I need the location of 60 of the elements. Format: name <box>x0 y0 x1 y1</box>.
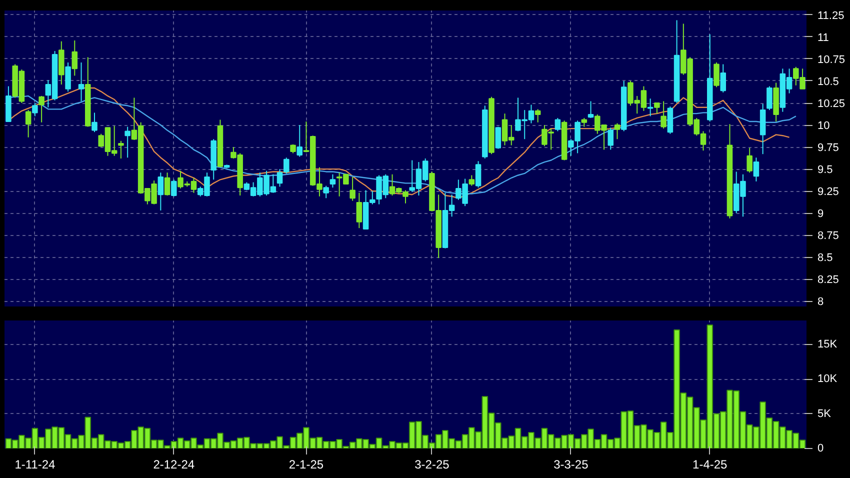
candlestick <box>660 100 666 130</box>
candlestick <box>588 100 594 118</box>
y-tick-label: 10.25 <box>818 98 846 110</box>
candlestick <box>25 110 32 138</box>
candlestick <box>164 172 170 196</box>
candlestick <box>495 126 502 150</box>
y-tick-label: 8.75 <box>818 230 839 242</box>
candlestick <box>284 157 290 174</box>
candlestick <box>124 126 130 158</box>
candlestick <box>554 117 561 132</box>
candlestick <box>647 98 654 117</box>
candlestick <box>614 122 620 140</box>
candlestick <box>356 192 362 229</box>
candlestick <box>171 179 177 197</box>
candlestick <box>746 147 752 174</box>
y-tick-label: 8.25 <box>818 274 839 286</box>
x-tick-label: 3-2-25 <box>414 458 450 472</box>
candlestick <box>475 160 482 188</box>
x-tick-label: 2-12-24 <box>153 458 195 472</box>
y-tick-label: 9 <box>818 208 824 220</box>
candlestick <box>654 102 660 114</box>
x-tick-label: 3-3-25 <box>554 458 589 472</box>
candlestick <box>92 112 98 133</box>
y-tick-label: 8.5 <box>818 252 833 264</box>
y-tick-label: 10 <box>818 120 830 132</box>
y-tick-label: 9.5 <box>818 164 833 176</box>
y-tick-label: 8 <box>818 296 824 308</box>
y-tick-label: 5K <box>818 408 832 420</box>
candlestick <box>276 168 283 188</box>
candlestick <box>38 95 44 123</box>
y-tick-label: 9.25 <box>818 186 839 198</box>
candlestick <box>720 64 726 93</box>
candlestick <box>158 172 164 211</box>
x-tick-label: 2-1-25 <box>288 458 324 472</box>
candlestick <box>667 106 674 134</box>
x-tick-label: 1-11-24 <box>14 458 56 472</box>
candlestick <box>323 185 329 199</box>
candlestick <box>72 40 78 76</box>
candlestick <box>330 174 336 188</box>
candlestick <box>350 176 356 202</box>
candlestick <box>296 124 303 158</box>
y-tick-label: 10.75 <box>818 54 846 66</box>
y-tick-label: 10K <box>818 373 838 386</box>
y-tick-label: 9.75 <box>818 142 839 154</box>
candlestick <box>753 157 760 182</box>
x-tick-label: 1-4-25 <box>692 458 728 472</box>
y-tick-label: 11.25 <box>818 10 844 22</box>
candlestick <box>78 62 84 102</box>
y-tick-label: 10.5 <box>818 76 839 88</box>
candlestick <box>766 86 772 111</box>
candlestick <box>32 102 38 117</box>
candlestick <box>608 127 614 150</box>
candlestick <box>468 174 475 186</box>
candlestick <box>65 62 71 92</box>
y-tick-label: 11 <box>818 32 829 44</box>
candlestick <box>534 108 541 123</box>
candlestick <box>118 140 124 159</box>
y-tick-label: 0 <box>818 442 824 454</box>
y-tick-label: 15K <box>818 338 838 350</box>
candlestick <box>714 62 720 88</box>
